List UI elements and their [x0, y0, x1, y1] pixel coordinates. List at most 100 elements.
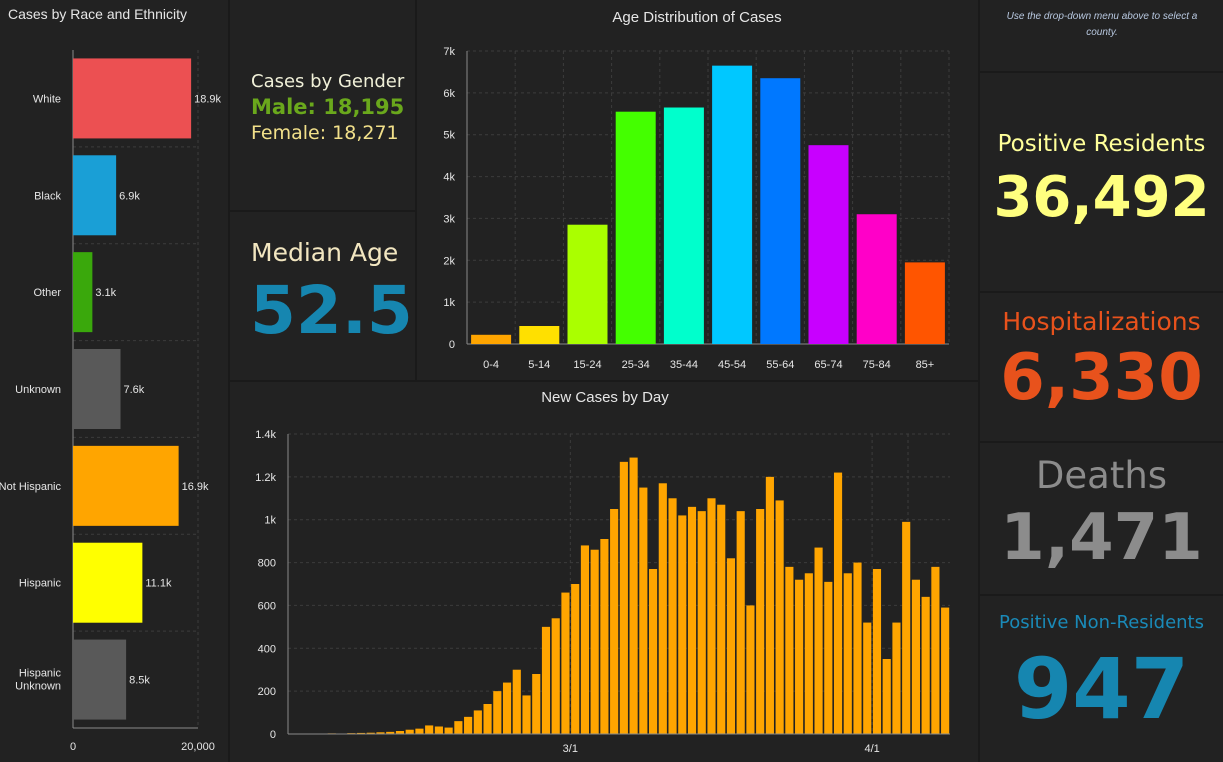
age-bar: [663, 107, 704, 344]
daily-bar: [853, 562, 862, 734]
hospitalizations-value: 6,330: [1000, 341, 1203, 415]
daily-bar: [717, 504, 726, 734]
daily-x-tick: 4/1: [864, 743, 879, 755]
daily-bar: [619, 461, 628, 734]
daily-bar: [941, 607, 950, 734]
daily-bar: [911, 579, 920, 734]
daily-y-tick: 1.4k: [255, 429, 276, 441]
race-category-label: Not Hispanic: [0, 481, 61, 493]
daily-bar: [921, 596, 930, 734]
daily-y-tick: 600: [258, 600, 276, 612]
daily-bar: [522, 695, 531, 734]
age-bar: [519, 326, 560, 344]
race-bar-value: 11.1k: [145, 578, 172, 590]
daily-bar: [580, 545, 589, 734]
daily-y-tick: 1k: [264, 515, 276, 527]
daily-y-tick: 200: [258, 686, 276, 698]
deaths-value: 1,471: [1000, 501, 1203, 575]
daily-bar: [736, 511, 745, 734]
race-category-label: Other: [33, 287, 61, 299]
daily-bar: [697, 511, 706, 734]
age-bar: [712, 65, 753, 345]
daily-x-tick: 3/1: [563, 743, 578, 755]
daily-bar: [454, 721, 463, 734]
race-bar: [73, 155, 117, 236]
daily-bar: [824, 581, 833, 734]
age-bar: [856, 214, 897, 344]
age-y-tick: 7k: [443, 46, 455, 58]
daily-bar: [434, 726, 443, 734]
age-bar: [567, 224, 608, 344]
daily-bar: [872, 569, 882, 734]
age-category-label: 35-44: [670, 359, 698, 371]
daily-bar: [804, 573, 813, 734]
race-category-label: Unknown: [15, 384, 61, 396]
age-chart-title: Age Distribution of Cases: [612, 9, 781, 26]
race-x-tick: 0: [70, 741, 76, 753]
age-category-label: 25-34: [622, 359, 650, 371]
daily-bar: [882, 659, 891, 734]
positive-residents-title: Positive Residents: [997, 131, 1206, 157]
daily-bar: [366, 732, 375, 734]
race-ethnicity-panel: Cases by Race and Ethnicity 18.9k White 6.9…: [0, 0, 228, 762]
daily-bar: [726, 558, 736, 734]
race-bar-value: 16.9k: [182, 481, 209, 493]
daily-bar: [571, 584, 580, 734]
male-count: Male: 18,195: [251, 95, 405, 119]
daily-cases-panel: New Cases by Day 0 200 400 600 800 1k 1.2k 1.4k 3…: [230, 382, 978, 762]
daily-bar: [775, 500, 784, 734]
race-bar: [73, 58, 192, 139]
race-bar: [73, 349, 121, 429]
race-bar: [73, 639, 127, 720]
race-category-label: Black: [34, 190, 61, 202]
age-category-label: 55-64: [766, 359, 794, 371]
age-bar: [904, 262, 945, 344]
age-category-label: 65-74: [814, 359, 842, 371]
daily-bar: [502, 682, 512, 734]
race-bar-value: 8.5k: [129, 675, 150, 687]
female-count: Female: 18,271: [251, 122, 399, 144]
non-residents-title: Positive Non-Residents: [999, 612, 1204, 633]
info-text: Use the drop-down menu above to select a…: [1006, 11, 1198, 38]
daily-bar: [473, 710, 482, 734]
deaths-panel: Deaths 1,471: [980, 443, 1223, 594]
daily-bar: [600, 539, 609, 734]
daily-bar: [785, 566, 794, 734]
non-residents-value: 947: [1013, 640, 1190, 738]
hospitalizations-panel: Hospitalizations 6,330: [980, 293, 1223, 441]
age-distribution-chart: Age Distribution of Cases 0 1k 2k 3k 4k 5k 6k 7k…: [443, 9, 950, 371]
age-y-tick: 3k: [443, 213, 455, 225]
daily-bar: [658, 483, 667, 734]
age-y-tick: 6k: [443, 88, 455, 100]
age-bar: [615, 111, 656, 344]
median-age-panel: Median Age 52.5: [230, 212, 415, 380]
race-category-label: Hispanic: [19, 668, 62, 680]
race-bar-value: 7.6k: [124, 384, 145, 396]
daily-y-tick: 0: [270, 729, 276, 741]
daily-bar: [668, 498, 677, 734]
positive-residents-panel: Positive Residents 36,492: [980, 73, 1223, 291]
age-category-label: 85+: [916, 359, 935, 371]
daily-bar: [551, 618, 560, 734]
race-x-tick: 20,000: [181, 741, 215, 753]
race-ethnicity-chart: Cases by Race and Ethnicity 18.9k White 6.9…: [0, 6, 222, 753]
info-panel: Use the drop-down menu above to select a…: [980, 0, 1223, 71]
age-y-tick: 4k: [443, 172, 455, 184]
daily-bar: [833, 472, 843, 734]
race-chart-title: Cases by Race and Ethnicity: [8, 6, 187, 22]
daily-bar: [746, 605, 755, 734]
daily-bar: [814, 547, 823, 734]
gender-title: Cases by Gender: [251, 71, 405, 92]
race-bar-value: 6.9k: [119, 190, 140, 202]
race-bar: [73, 542, 143, 623]
gender-panel: Cases by Gender Male: 18,195 Female: 18,…: [230, 0, 415, 210]
age-category-label: 0-4: [483, 359, 499, 371]
daily-bar: [483, 704, 492, 734]
daily-bar: [902, 521, 911, 734]
daily-bar: [532, 674, 541, 734]
daily-bar: [687, 506, 697, 734]
non-residents-panel: Positive Non-Residents 947: [980, 596, 1223, 762]
daily-bar: [678, 515, 687, 734]
daily-bar: [425, 725, 434, 734]
deaths-title: Deaths: [1035, 454, 1168, 497]
